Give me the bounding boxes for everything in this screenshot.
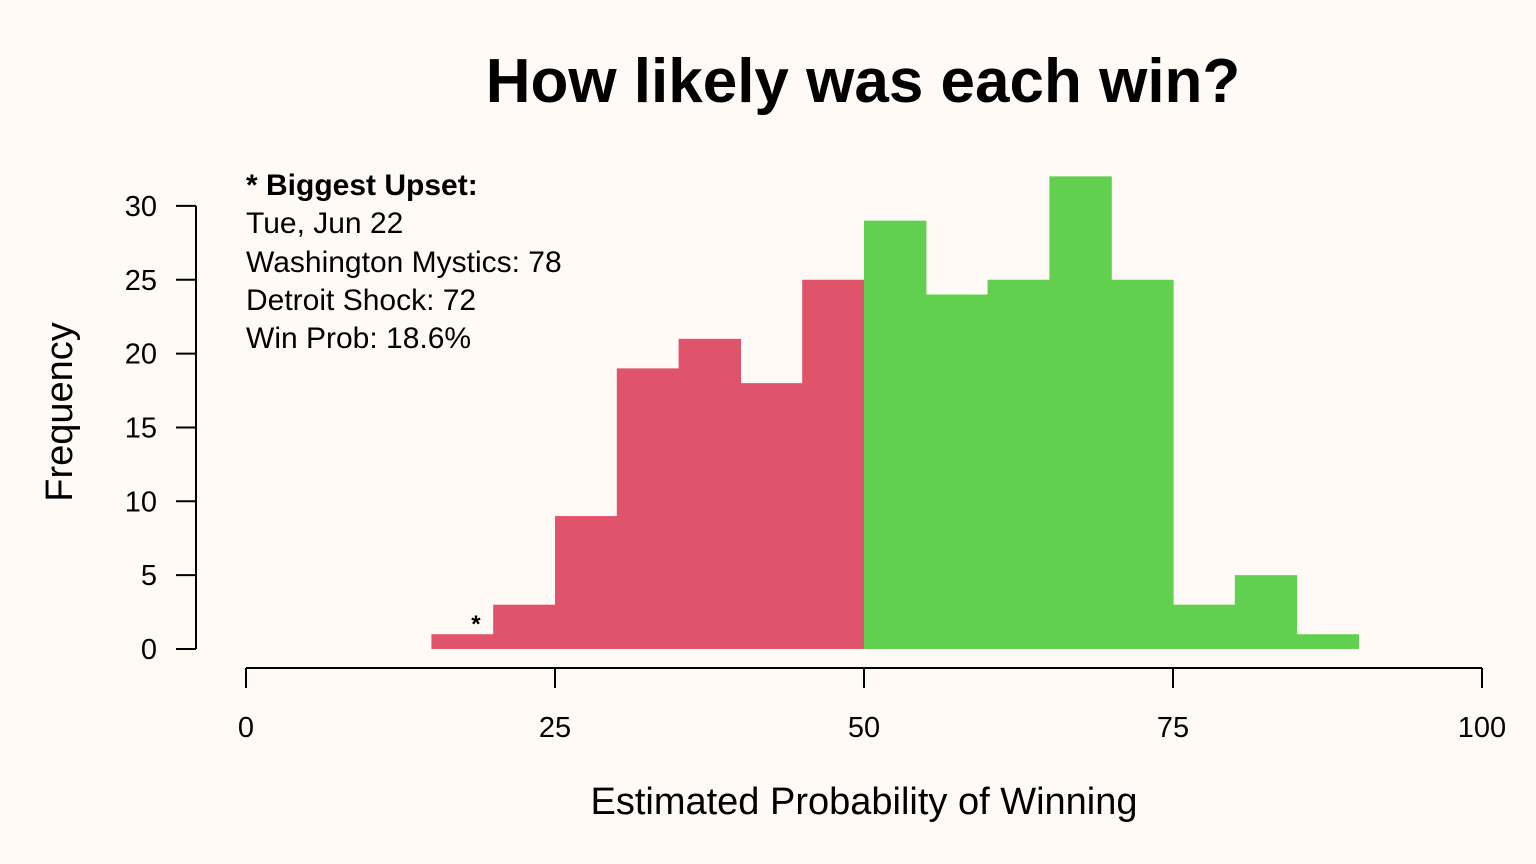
upset-marker: * [471,611,481,638]
x-tick-label: 25 [539,712,571,744]
histogram-bar [1296,634,1359,649]
x-tick-label: 75 [1157,712,1189,744]
y-tick-label: 30 [125,191,157,223]
y-tick-label: 25 [125,265,157,297]
annotation-loser: Detroit Shock: 72 [246,284,476,317]
histogram-bar [802,279,865,649]
x-tick-label: 0 [238,712,254,744]
x-axis-label: Estimated Probability of Winning [590,781,1137,823]
histogram-bar [493,604,556,649]
histogram-bar [555,516,618,649]
histogram-bar [740,383,803,649]
y-tick-label: 20 [125,339,157,371]
annotation-heading: * Biggest Upset: [246,169,478,202]
y-tick-label: 10 [125,486,157,518]
y-axis-label: Frequency [39,322,81,502]
histogram-bar [1173,604,1236,649]
histogram-bar [1234,575,1298,649]
annotation-date: Tue, Jun 22 [246,207,403,240]
histogram-bar [987,279,1050,649]
histogram-bar [431,634,494,649]
x-tick-label: 50 [848,712,880,744]
x-axis: 0 25 50 75 100 [238,667,1506,744]
y-axis: 0 5 10 15 20 25 30 [125,191,197,666]
histogram-bar [616,368,680,649]
histogram-bar [1111,279,1174,649]
y-tick-label: 5 [141,560,157,592]
y-tick-label: 0 [141,634,157,666]
histogram-bars [431,176,1359,650]
y-tick-label: 15 [125,412,157,444]
annotation-win-prob: Win Prob: 18.6% [246,322,471,355]
upset-annotation: * Biggest Upset: Tue, Jun 22 Washington … [246,169,562,355]
histogram-bar [678,338,741,649]
histogram-bar [925,294,989,649]
chart-title: How likely was each win? [486,47,1241,116]
x-tick-label: 100 [1458,712,1506,744]
histogram-bar [1049,176,1112,650]
annotation-winner: Washington Mystics: 78 [246,246,562,279]
histogram-bar [864,220,927,650]
